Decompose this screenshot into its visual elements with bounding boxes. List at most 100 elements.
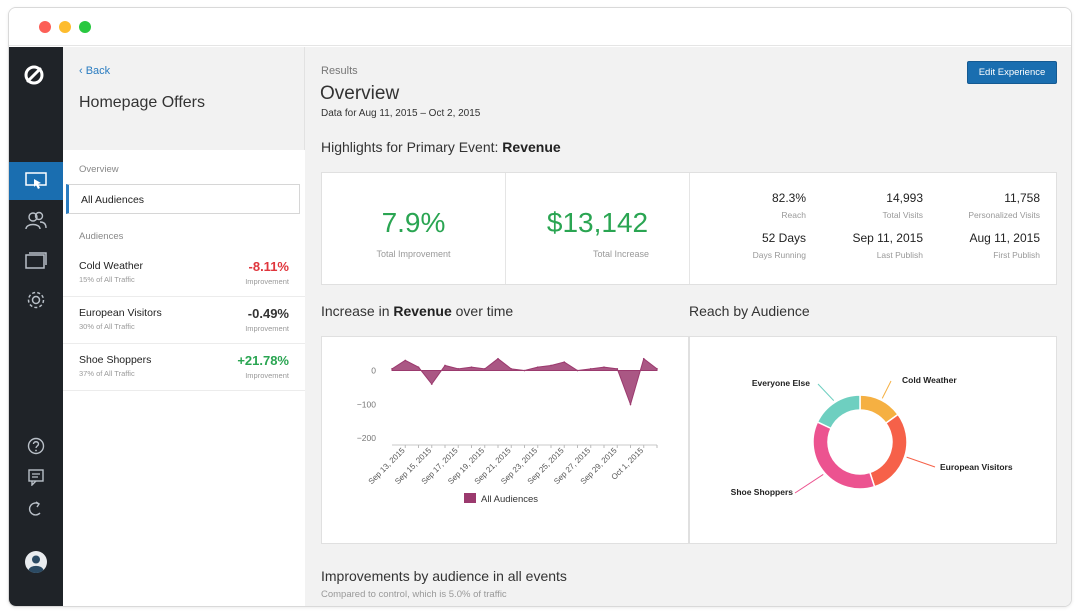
stat-value: Sep 11, 2015: [852, 231, 923, 245]
highlights-card: 7.9% Total Improvement $13,142 Total Inc…: [321, 172, 1057, 285]
data-point: [430, 383, 433, 385]
y-tick-label: 0: [371, 366, 376, 376]
y-tick-label: −200: [357, 433, 376, 443]
total-increase-value: $13,142: [546, 207, 649, 238]
leader-line: [817, 383, 835, 401]
reach-chart-panel: Cold Weather European Visitors Shoe Shoppe…: [689, 336, 1057, 544]
data-point: [563, 361, 566, 363]
refresh-icon[interactable]: [9, 490, 63, 528]
breadcrumb[interactable]: Results: [321, 65, 358, 77]
total-improvement-cell: 7.9% Total Improvement: [322, 173, 506, 284]
help-icon[interactable]: [9, 427, 63, 465]
total-increase-cell: $13,142 Total Increase: [506, 173, 690, 284]
settings-icon[interactable]: [9, 281, 63, 319]
audience-improvement-value: -0.49%: [247, 306, 289, 321]
data-point: [576, 369, 579, 372]
pages-icon[interactable]: [9, 242, 63, 280]
date-range: Data for Aug 11, 2015 – Oct 2, 2015: [321, 108, 481, 119]
heading-suffix: over time: [451, 303, 514, 319]
improvements-heading: Improvements by audience in all events: [321, 568, 567, 584]
data-point: [616, 368, 619, 370]
total-increase-label: Total Increase: [592, 249, 649, 259]
stat-label: Reach: [781, 210, 806, 220]
stat-label: First Publish: [993, 250, 1040, 260]
audience-improvement-label: Improvement: [245, 371, 289, 380]
pie-slice: [816, 394, 861, 430]
optimizely-logo-icon[interactable]: [22, 63, 46, 87]
pie-slice: [868, 413, 908, 488]
y-tick-label: −100: [357, 399, 376, 409]
data-point: [629, 403, 632, 406]
heading-event: Revenue: [393, 303, 452, 319]
all-audiences-item[interactable]: All Audiences: [66, 184, 300, 214]
slice-label: European Visitors: [940, 462, 1013, 472]
stat-value: 14,993: [886, 191, 923, 205]
experience-title: Homepage Offers: [79, 94, 205, 111]
feedback-icon[interactable]: [9, 458, 63, 496]
legend-swatch: [464, 493, 476, 503]
data-point: [536, 366, 539, 368]
app-window: ‹ Back Homepage Offers Overview All Audi…: [8, 7, 1072, 607]
audience-improvement-label: Improvement: [245, 277, 289, 286]
window-titlebar: [9, 8, 1071, 46]
data-point: [656, 368, 658, 370]
stat-label: Total Visits: [882, 210, 923, 220]
stat-last-publish: Sep 11, 2015 Last Publish: [813, 231, 923, 260]
stat-label: Last Publish: [876, 250, 923, 260]
window-maximize-button[interactable]: [79, 21, 91, 33]
stat-personalized-visits: 11,758 Personalized Visits: [930, 191, 1040, 220]
leader-line: [794, 473, 824, 494]
slice-label: Shoe Shoppers: [731, 487, 794, 497]
audience-panel: Overview All Audiences Audiences Cold We…: [63, 150, 305, 606]
audience-improvement-value: +21.78%: [237, 353, 289, 368]
heading-prefix: Increase in: [321, 303, 394, 319]
data-point: [603, 366, 605, 368]
audience-name: European Visitors: [79, 307, 162, 319]
edit-experience-button[interactable]: Edit Experience: [967, 61, 1057, 84]
experiments-icon[interactable]: [9, 162, 63, 200]
experience-sidebar: ‹ Back Homepage Offers Overview All Audi…: [63, 47, 305, 606]
data-point: [589, 368, 592, 370]
revenue-over-time-heading: Increase in Revenue over time: [321, 303, 513, 319]
overview-section-label: Overview: [79, 164, 119, 175]
legend-label: All Audiences: [481, 494, 538, 505]
stat-first-publish: Aug 11, 2015 First Publish: [930, 231, 1040, 260]
page-title: Overview: [320, 83, 400, 104]
audience-name: Shoe Shoppers: [79, 354, 152, 366]
data-point: [510, 368, 513, 370]
improvements-subheading: Compared to control, which is 5.0% of tr…: [321, 589, 507, 600]
audience-traffic: 37% of All Traffic: [79, 369, 135, 378]
stat-label: Days Running: [752, 250, 806, 260]
data-point: [457, 368, 460, 370]
slice-label: Everyone Else: [752, 378, 810, 388]
profile-avatar-icon[interactable]: [9, 543, 63, 581]
audience-row-european-visitors[interactable]: European Visitors 30% of All Traffic -0.…: [63, 297, 305, 344]
stat-reach: 82.3% Reach: [696, 191, 806, 220]
reach-donut-chart: Cold Weather European Visitors Shoe Shoppe…: [731, 375, 1013, 497]
window-minimize-button[interactable]: [59, 21, 71, 33]
data-point: [444, 364, 446, 367]
stat-total-visits: 14,993 Total Visits: [813, 191, 923, 220]
audiences-icon[interactable]: [9, 202, 63, 240]
highlights-heading-event: Revenue: [502, 139, 561, 155]
window-close-button[interactable]: [39, 21, 51, 33]
stat-value: 52 Days: [761, 231, 806, 245]
audience-row-cold-weather[interactable]: Cold Weather 15% of All Traffic -8.11% I…: [63, 250, 305, 297]
stats-cell: 82.3% Reach 14,993 Total Visits 11,758 Pers…: [690, 173, 1056, 284]
back-link[interactable]: ‹ Back: [79, 65, 111, 77]
data-point: [391, 368, 393, 370]
leader-line: [906, 456, 936, 468]
highlights-heading: Highlights for Primary Event: Revenue: [321, 139, 561, 155]
reach-by-audience-heading: Reach by Audience: [689, 303, 810, 319]
data-point: [470, 366, 473, 368]
icon-rail: [9, 47, 63, 606]
pie-slice: [812, 420, 876, 490]
data-point: [523, 369, 526, 372]
audiences-section-label: Audiences: [79, 231, 124, 242]
stat-label: Personalized Visits: [968, 210, 1040, 220]
audience-name: Cold Weather: [79, 260, 144, 272]
audience-traffic: 30% of All Traffic: [79, 322, 135, 331]
data-point: [497, 357, 499, 360]
data-point: [404, 359, 407, 362]
audience-row-shoe-shoppers[interactable]: Shoe Shoppers 37% of All Traffic +21.78%…: [63, 344, 305, 391]
